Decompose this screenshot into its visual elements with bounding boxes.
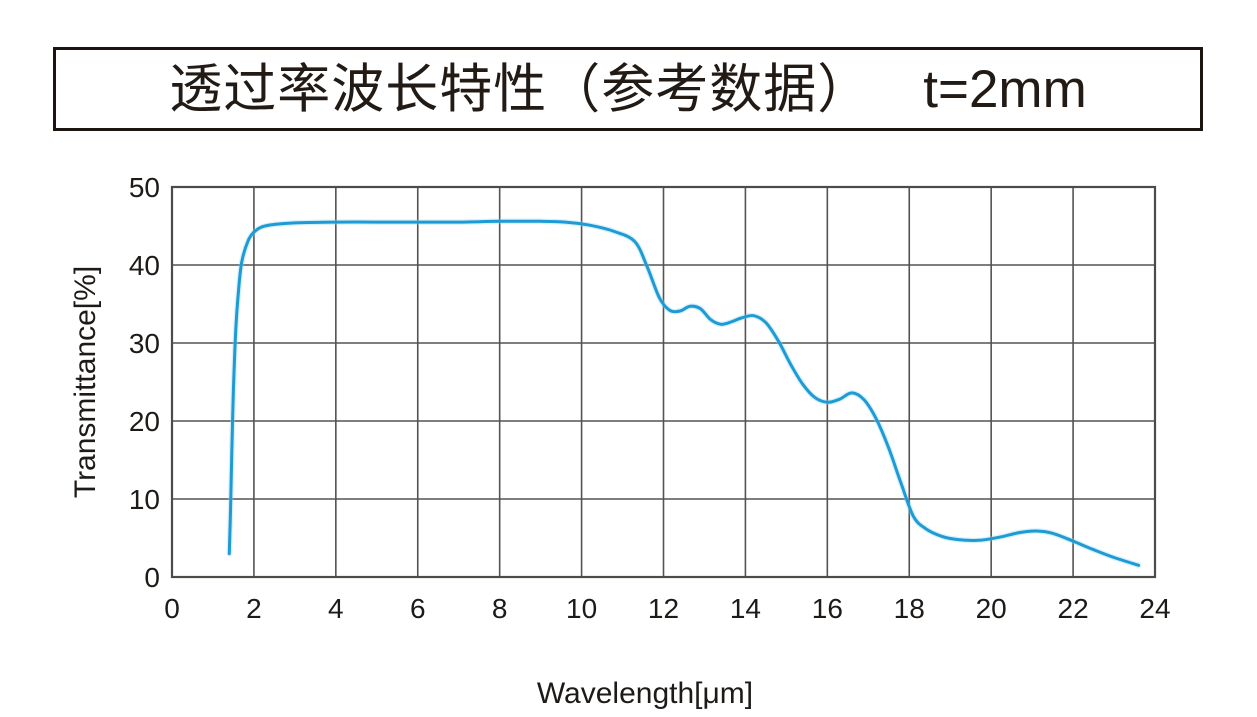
transmittance-curve: [227, 219, 1141, 567]
plot-border: [170, 185, 1157, 579]
x-tick-label: 20: [976, 593, 1007, 624]
x-tick-label: 18: [894, 593, 925, 624]
chart-title-box: 透过率波长特性（参考数据） t=2mm: [53, 47, 1203, 131]
y-axis-title: Transmittance[%]: [69, 266, 102, 498]
x-tick-label: 2: [246, 593, 262, 624]
x-tick-label: 6: [410, 593, 426, 624]
x-tick-label: 14: [730, 593, 761, 624]
x-tick-label: 4: [328, 593, 344, 624]
y-tick-label: 10: [129, 484, 160, 515]
x-tick-label: 16: [812, 593, 843, 624]
x-tick-label: 22: [1058, 593, 1089, 624]
y-tick-label: 30: [129, 328, 160, 359]
plot-grid: [171, 186, 1156, 578]
y-tick-label: 50: [129, 172, 160, 203]
x-tick-label: 24: [1139, 593, 1170, 624]
x-tick-label: 8: [492, 593, 508, 624]
transmittance-curve-glow: [226, 218, 1142, 569]
y-tick-label: 0: [144, 562, 160, 593]
x-tick-label: 10: [566, 593, 597, 624]
transmittance-curve-layer: [226, 218, 1142, 569]
y-tick-label: 40: [129, 250, 160, 281]
thickness-spec: t=2mm: [923, 59, 1087, 119]
x-tick-label: 12: [648, 593, 679, 624]
x-axis-title: Wavelength[μm]: [537, 677, 753, 710]
x-tick-label: 0: [164, 593, 180, 624]
y-tick-label: 20: [129, 406, 160, 437]
chart-title: 透过率波长特性（参考数据）: [169, 59, 872, 119]
